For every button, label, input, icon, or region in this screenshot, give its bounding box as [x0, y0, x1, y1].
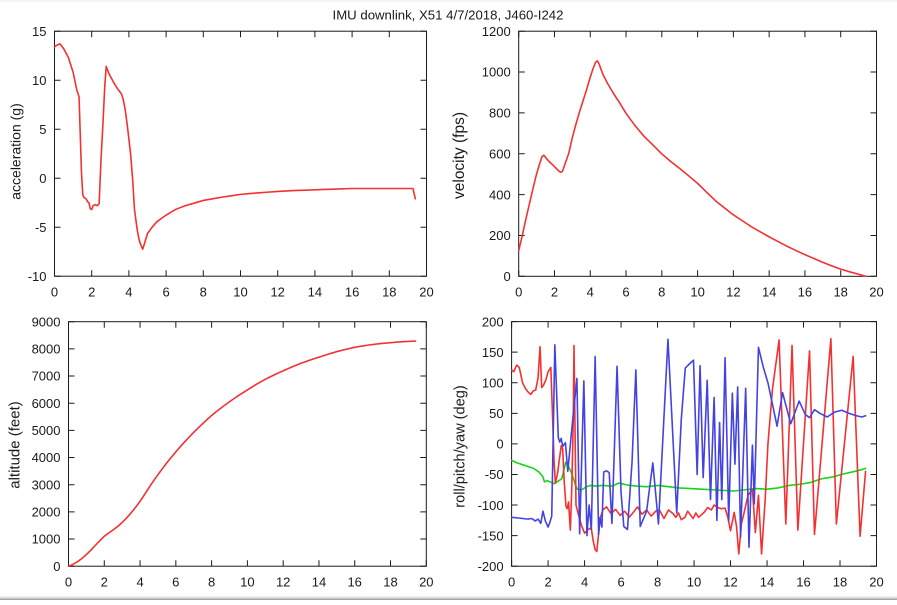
svg-text:1200: 1200 — [482, 24, 511, 39]
svg-text:200: 200 — [489, 228, 511, 243]
svg-text:0: 0 — [51, 285, 58, 300]
svg-text:8: 8 — [208, 575, 215, 590]
svg-text:14: 14 — [762, 285, 776, 300]
svg-text:10: 10 — [240, 575, 254, 590]
svg-text:0: 0 — [508, 575, 515, 590]
svg-text:14: 14 — [312, 575, 326, 590]
svg-text:16: 16 — [796, 575, 810, 590]
svg-text:14: 14 — [308, 285, 322, 300]
svg-text:12: 12 — [270, 285, 284, 300]
svg-text:acceleration (g): acceleration (g) — [8, 103, 24, 200]
svg-text:800: 800 — [489, 106, 511, 121]
svg-text:-50: -50 — [485, 467, 504, 482]
svg-text:5: 5 — [39, 122, 46, 137]
svg-text:8: 8 — [658, 285, 665, 300]
svg-text:-100: -100 — [478, 498, 504, 513]
svg-text:4: 4 — [136, 575, 143, 590]
svg-text:20: 20 — [419, 575, 433, 590]
svg-text:altitude (feet): altitude (feet) — [7, 401, 24, 489]
svg-text:150: 150 — [482, 345, 504, 360]
svg-text:16: 16 — [347, 575, 361, 590]
svg-text:6: 6 — [617, 575, 624, 590]
svg-text:2: 2 — [101, 575, 108, 590]
svg-text:100: 100 — [482, 375, 504, 390]
svg-text:0: 0 — [39, 171, 46, 186]
svg-text:18: 18 — [833, 285, 847, 300]
svg-text:IMU downlink, X51 4/7/2018, J4: IMU downlink, X51 4/7/2018, J460-I242 — [333, 8, 564, 23]
svg-text:-200: -200 — [478, 559, 504, 574]
svg-text:20: 20 — [869, 575, 883, 590]
svg-text:12: 12 — [726, 285, 740, 300]
svg-text:8: 8 — [654, 575, 661, 590]
svg-text:7000: 7000 — [32, 369, 61, 384]
svg-text:1000: 1000 — [482, 65, 511, 80]
svg-text:3000: 3000 — [32, 477, 61, 492]
svg-text:0: 0 — [515, 285, 522, 300]
svg-text:8000: 8000 — [32, 342, 61, 357]
svg-text:6: 6 — [172, 575, 179, 590]
svg-text:200: 200 — [482, 314, 504, 329]
svg-text:8: 8 — [200, 285, 207, 300]
svg-text:4: 4 — [125, 285, 132, 300]
svg-text:14: 14 — [760, 575, 774, 590]
svg-text:-5: -5 — [35, 220, 47, 235]
svg-text:4000: 4000 — [32, 450, 61, 465]
svg-text:10: 10 — [32, 73, 46, 88]
svg-text:16: 16 — [345, 285, 359, 300]
svg-text:18: 18 — [833, 575, 847, 590]
svg-text:2000: 2000 — [32, 505, 61, 520]
svg-text:16: 16 — [798, 285, 812, 300]
svg-text:0: 0 — [503, 269, 510, 284]
svg-text:-10: -10 — [28, 269, 47, 284]
svg-text:10: 10 — [233, 285, 247, 300]
svg-text:12: 12 — [276, 575, 290, 590]
svg-text:-150: -150 — [478, 528, 504, 543]
svg-text:6000: 6000 — [32, 396, 61, 411]
svg-text:0: 0 — [496, 437, 503, 452]
svg-text:20: 20 — [419, 285, 433, 300]
svg-text:4: 4 — [581, 575, 588, 590]
svg-text:10: 10 — [690, 285, 704, 300]
svg-text:5000: 5000 — [32, 423, 61, 438]
svg-text:600: 600 — [489, 146, 511, 161]
svg-text:18: 18 — [383, 575, 397, 590]
svg-text:6: 6 — [162, 285, 169, 300]
svg-text:12: 12 — [723, 575, 737, 590]
svg-text:10: 10 — [687, 575, 701, 590]
svg-text:20: 20 — [869, 285, 883, 300]
svg-text:50: 50 — [489, 406, 503, 421]
svg-text:2: 2 — [551, 285, 558, 300]
svg-text:roll/pitch/yaw (deg): roll/pitch/yaw (deg) — [453, 385, 469, 507]
svg-text:2: 2 — [88, 285, 95, 300]
svg-text:18: 18 — [382, 285, 396, 300]
svg-text:velocity (fps): velocity (fps) — [451, 112, 468, 199]
svg-text:2: 2 — [544, 575, 551, 590]
svg-text:9000: 9000 — [32, 314, 61, 329]
svg-text:1000: 1000 — [32, 532, 61, 547]
svg-text:400: 400 — [489, 187, 511, 202]
svg-text:6: 6 — [622, 285, 629, 300]
svg-text:0: 0 — [65, 575, 72, 590]
svg-text:4: 4 — [587, 285, 594, 300]
svg-text:15: 15 — [32, 24, 46, 39]
svg-text:0: 0 — [53, 559, 60, 574]
